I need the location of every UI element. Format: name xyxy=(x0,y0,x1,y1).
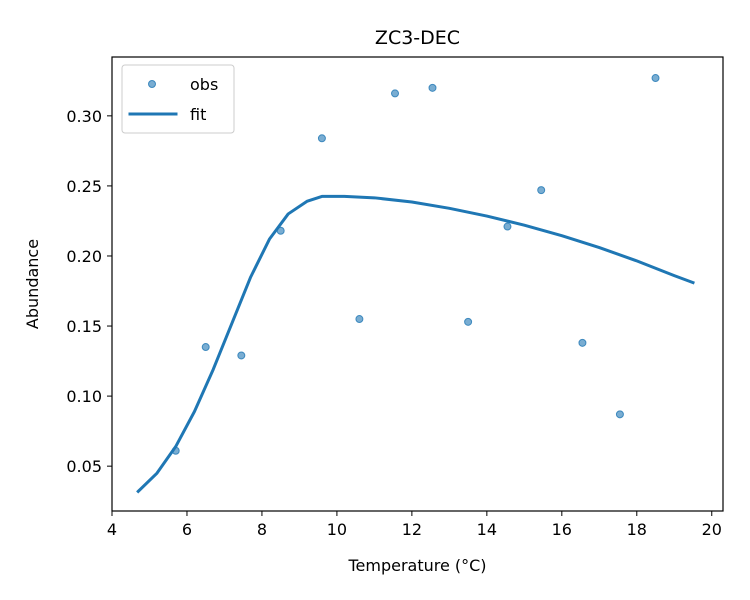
y-tick-label: 0.20 xyxy=(66,247,102,266)
obs-point xyxy=(615,410,624,419)
obs-point xyxy=(651,74,660,83)
x-tick-label: 14 xyxy=(477,520,497,539)
y-tick-label: 0.25 xyxy=(66,177,102,196)
legend-obs-marker xyxy=(148,80,156,88)
obs-point xyxy=(276,226,285,235)
fit-line xyxy=(136,194,695,494)
y-tick-label: 0.30 xyxy=(66,107,102,126)
x-tick-label: 20 xyxy=(702,520,722,539)
legend-fit-label: fit xyxy=(190,105,206,124)
x-axis: 4 6 8 10 12 14 16 18 20 xyxy=(107,511,722,539)
obs-point xyxy=(578,338,587,347)
legend-obs-label: obs xyxy=(190,75,218,94)
x-tick-label: 12 xyxy=(402,520,422,539)
y-tick-label: 0.10 xyxy=(66,387,102,406)
obs-point xyxy=(537,186,546,195)
x-tick-label: 8 xyxy=(257,520,267,539)
y-axis-label: Abundance xyxy=(23,239,42,329)
plot-area xyxy=(136,74,695,494)
x-tick-label: 4 xyxy=(107,520,117,539)
obs-point xyxy=(171,446,180,455)
obs-point xyxy=(428,83,437,92)
legend: obs fit xyxy=(121,64,235,134)
obs-point xyxy=(237,351,246,360)
obs-point xyxy=(355,315,364,324)
obs-point xyxy=(391,89,400,98)
x-tick-label: 10 xyxy=(327,520,347,539)
chart-title: ZC3-DEC xyxy=(375,27,460,49)
x-axis-label: Temperature (°C) xyxy=(347,556,486,575)
y-tick-label: 0.05 xyxy=(66,457,102,476)
obs-point xyxy=(464,317,473,326)
x-tick-label: 16 xyxy=(552,520,572,539)
y-axis: 0.05 0.10 0.15 0.20 0.25 0.30 xyxy=(66,107,112,476)
obs-point xyxy=(503,222,512,231)
obs-point xyxy=(317,134,326,143)
plot-frame xyxy=(111,56,724,512)
obs-point xyxy=(201,343,210,352)
x-tick-label: 6 xyxy=(182,520,192,539)
x-tick-label: 18 xyxy=(627,520,647,539)
y-tick-label: 0.15 xyxy=(66,317,102,336)
